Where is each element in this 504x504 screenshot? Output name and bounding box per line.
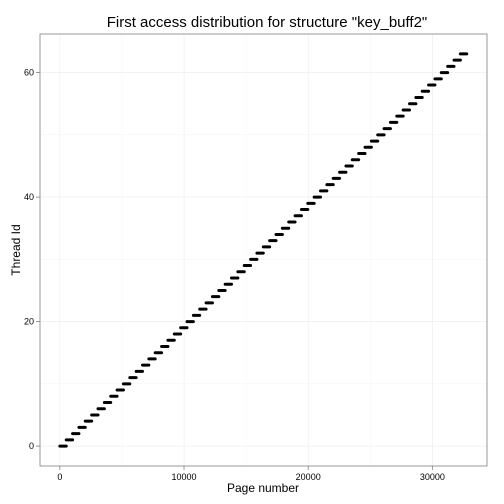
y-tick-label: 0	[29, 441, 34, 451]
plot-panel	[39, 33, 488, 467]
x-tick-label: 20000	[296, 472, 321, 482]
x-axis-title: Page number	[227, 481, 299, 495]
y-tick-label: 40	[24, 192, 34, 202]
x-tick-label: 30000	[420, 472, 445, 482]
grid	[40, 34, 487, 466]
x-axis: 0 10000 20000 30000	[57, 466, 445, 482]
x-tick-label: 10000	[172, 472, 197, 482]
data-marks	[58, 52, 469, 448]
chart-title: First access distribution for structure …	[107, 14, 428, 31]
y-axis: 0 20 40 60	[24, 68, 40, 451]
y-tick-label: 60	[24, 68, 34, 78]
y-axis-title: Thread Id	[9, 224, 23, 275]
y-tick-label: 20	[24, 317, 34, 327]
x-tick-label: 0	[57, 472, 62, 482]
